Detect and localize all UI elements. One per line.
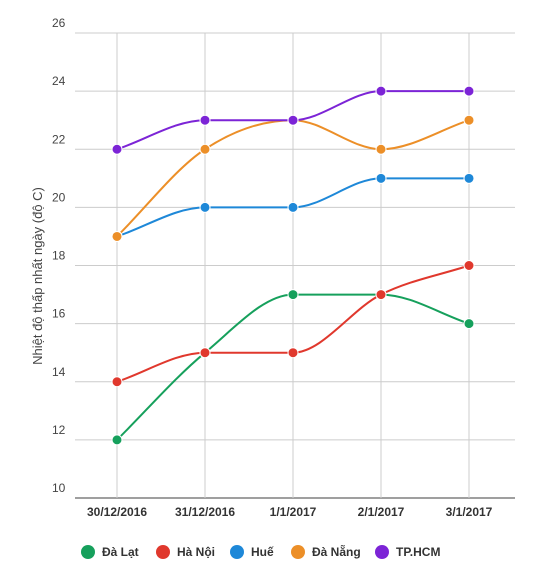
data-point [287, 289, 299, 301]
data-point [199, 114, 211, 126]
y-tick-label: 16 [52, 307, 66, 321]
data-point [375, 172, 387, 184]
y-tick-label: 14 [52, 365, 66, 379]
y-axis-ticks: 10 12 14 16 18 20 22 24 26 [52, 16, 66, 495]
data-point [111, 434, 123, 446]
data-point [463, 114, 475, 126]
y-tick-label: 22 [52, 132, 66, 146]
data-point [111, 230, 123, 242]
data-point [463, 85, 475, 97]
legend-marker [375, 545, 389, 559]
x-tick-label: 30/12/2016 [87, 505, 147, 519]
legend: Đà Lạt Hà Nội Huế Đà Nẵng TP.HCM [81, 544, 440, 559]
series-lines [111, 85, 475, 446]
grid-lines [75, 32, 515, 499]
y-tick-label: 10 [52, 481, 66, 495]
data-point [463, 172, 475, 184]
y-tick-label: 20 [52, 190, 66, 204]
data-point [287, 347, 299, 359]
legend-marker [230, 545, 244, 559]
data-point [111, 143, 123, 155]
data-point [111, 376, 123, 388]
data-point [287, 201, 299, 213]
legend-label: Đà Lạt [102, 545, 139, 559]
y-axis-label: Nhiệt độ thấp nhất ngày (độ C) [30, 187, 45, 365]
legend-label: Đà Nẵng [312, 544, 361, 559]
data-point [199, 347, 211, 359]
data-point [287, 114, 299, 126]
data-point [463, 318, 475, 330]
y-tick-label: 12 [52, 423, 66, 437]
x-tick-label: 31/12/2016 [175, 505, 235, 519]
legend-marker [81, 545, 95, 559]
data-point [375, 143, 387, 155]
legend-label: Huế [251, 545, 274, 559]
y-tick-label: 24 [52, 74, 66, 88]
legend-label: Hà Nội [177, 545, 215, 559]
data-point [375, 289, 387, 301]
x-tick-label: 1/1/2017 [270, 505, 317, 519]
legend-marker [291, 545, 305, 559]
y-tick-label: 26 [52, 16, 66, 30]
x-axis-ticks: 30/12/2016 31/12/2016 1/1/2017 2/1/2017 3/1/… [87, 505, 493, 519]
data-point [375, 85, 387, 97]
x-tick-label: 2/1/2017 [358, 505, 405, 519]
data-point [463, 260, 475, 271]
legend-label: TP.HCM [396, 545, 440, 559]
y-tick-label: 18 [52, 249, 66, 263]
data-point [199, 201, 211, 213]
x-tick-label: 3/1/2017 [446, 505, 493, 519]
legend-marker [156, 545, 170, 559]
data-point [199, 143, 211, 155]
